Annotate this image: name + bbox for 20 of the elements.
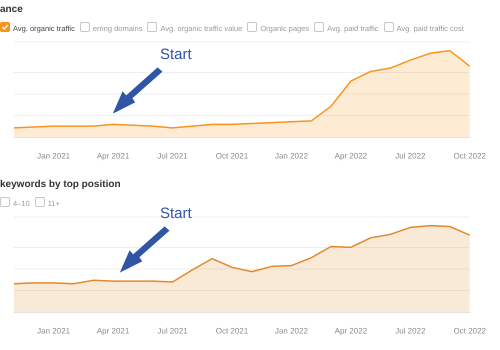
x-tick-label: Jan 2022 (274, 326, 308, 336)
x-tick-label: Apr 2022 (334, 151, 368, 160)
x-tick-label: Jan 2021 (37, 326, 71, 336)
x-tick-label: Oct 2022 (454, 326, 487, 336)
x-tick-label: Jul 2021 (157, 326, 188, 336)
text: Start (160, 205, 192, 222)
x-tick-label: Jul 2022 (395, 151, 426, 160)
x-tick-label: Apr 2021 (96, 326, 130, 336)
x-tick-label: Jan 2022 (274, 151, 308, 160)
x-tick-label: Jan 2021 (37, 151, 71, 160)
x-tick-label: Jul 2021 (157, 151, 188, 160)
chart-title: ance (0, 4, 23, 15)
x-tick-label: Apr 2021 (96, 151, 130, 160)
x-tick-label: Apr 2022 (334, 326, 368, 336)
chart-title: keywords by top position (0, 179, 121, 190)
annotation: Start (160, 46, 192, 63)
x-tick-label: Oct 2021 (216, 151, 249, 160)
x-tick-label: Oct 2022 (454, 151, 487, 160)
x-tick-label: Oct 2021 (216, 326, 249, 336)
x-tick-label: Jul 2022 (395, 326, 426, 336)
